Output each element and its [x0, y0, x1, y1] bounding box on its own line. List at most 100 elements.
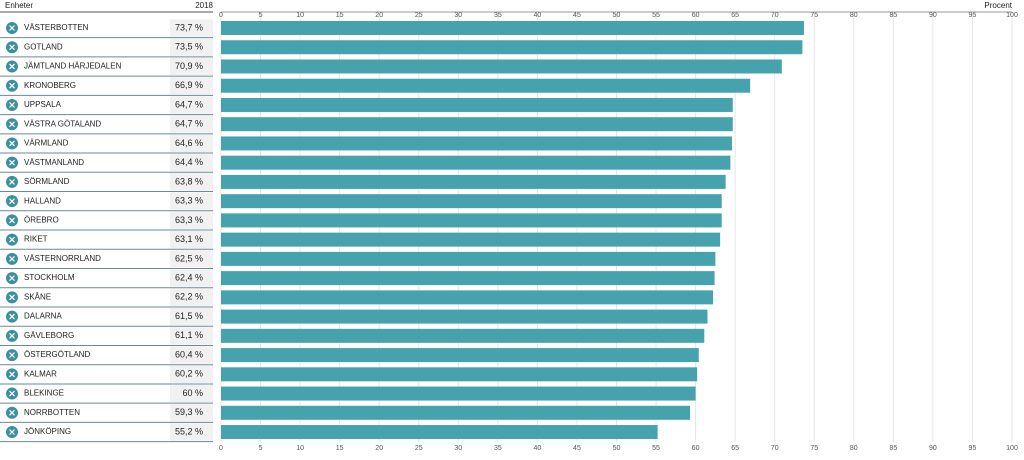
bar — [221, 194, 722, 209]
value-cell — [170, 77, 213, 95]
bar — [221, 78, 751, 93]
remove-icon — [9, 217, 15, 224]
value-cell — [170, 57, 213, 76]
remove-icon — [9, 255, 15, 262]
remove-icon — [9, 313, 15, 320]
value-label: 60,2 % — [175, 369, 203, 379]
x-tick-label: 10 — [296, 12, 304, 19]
value-label: 73,5 % — [175, 42, 203, 52]
category-label: VÄRMLAND — [24, 139, 69, 148]
category-header: Enheter — [5, 1, 33, 10]
category-label: ÖREBRO — [24, 216, 59, 225]
value-cell — [170, 327, 213, 345]
value-label: 63,3 % — [175, 196, 203, 206]
x-tick-label: 100 — [1006, 445, 1018, 452]
value-label: 64,6 % — [175, 138, 203, 148]
x-tick-label: 35 — [494, 12, 502, 19]
category-label: SÖRMLAND — [24, 177, 70, 186]
remove-icon — [9, 102, 15, 108]
value-label: 63,3 % — [175, 215, 203, 225]
value-cell — [170, 173, 213, 191]
bar — [221, 348, 699, 363]
category-label: VÄSTRA GÖTALAND — [24, 119, 101, 128]
remove-icon — [9, 63, 15, 70]
value-cell — [170, 96, 213, 114]
x-tick-label: 50 — [613, 445, 621, 452]
bar — [221, 40, 803, 55]
bar — [221, 309, 708, 324]
value-cell — [170, 404, 213, 422]
category-label: UPPSALA — [24, 100, 62, 109]
bar — [221, 136, 732, 151]
bar — [221, 59, 782, 74]
value-cell — [170, 211, 213, 230]
remove-icon — [9, 178, 15, 185]
category-label: GOTLAND — [24, 42, 63, 51]
x-tick-label: 35 — [494, 445, 502, 452]
x-tick-label: 65 — [731, 12, 739, 19]
value-label: 64,7 % — [175, 99, 203, 109]
category-label: NORRBOTTEN — [24, 408, 80, 417]
remove-icon — [9, 371, 15, 378]
remove-icon — [9, 352, 15, 359]
bar — [221, 425, 658, 440]
remove-icon — [9, 44, 15, 51]
x-tick-label: 15 — [336, 445, 344, 452]
x-axis-label: Procent — [984, 1, 1012, 10]
x-tick-label: 5 — [259, 12, 263, 19]
value-cell — [170, 231, 213, 249]
x-tick-label: 30 — [454, 445, 462, 452]
category-label: VÄSTERBOTTEN — [24, 23, 89, 32]
x-tick-label: 100 — [1006, 12, 1018, 19]
value-cell — [170, 19, 213, 37]
category-label: GÄVLEBORG — [24, 331, 74, 340]
x-tick-label: 95 — [969, 445, 977, 452]
remove-icon — [9, 390, 15, 397]
x-tick-label: 45 — [573, 445, 581, 452]
category-label: ÖSTERGÖTLAND — [24, 350, 90, 359]
x-tick-label: 10 — [296, 445, 304, 452]
value-cell — [170, 288, 213, 306]
x-tick-label: 25 — [415, 445, 423, 452]
remove-icon — [9, 140, 15, 147]
bar — [221, 21, 804, 35]
bar — [221, 290, 714, 305]
category-label: JÖNKÖPING — [24, 427, 71, 436]
value-label: 60 % — [182, 388, 203, 398]
bar — [221, 97, 733, 112]
value-label: 63,1 % — [175, 234, 203, 244]
x-tick-label: 75 — [810, 445, 818, 452]
category-label: DALARNA — [24, 312, 62, 321]
x-tick-label: 5 — [259, 445, 263, 452]
value-label: 66,9 % — [175, 80, 203, 90]
value-cell — [170, 134, 213, 153]
value-label: 63,8 % — [175, 176, 203, 186]
remove-icon — [9, 429, 15, 435]
remove-icon — [9, 121, 15, 128]
x-tick-label: 80 — [850, 445, 858, 452]
remove-icon — [9, 159, 15, 166]
remove-icon — [9, 332, 15, 339]
x-tick-label: 85 — [889, 12, 897, 19]
bar — [221, 405, 691, 420]
value-cell — [170, 365, 213, 383]
x-tick-label: 25 — [415, 12, 423, 19]
category-label: SKÅNE — [24, 292, 51, 301]
bar — [221, 232, 721, 247]
category-label: JÄMTLAND HÄRJEDALEN — [24, 62, 122, 71]
x-tick-label: 40 — [534, 445, 542, 452]
value-label: 64,4 % — [175, 157, 203, 167]
x-tick-label: 70 — [771, 445, 779, 452]
value-cell — [170, 307, 213, 326]
value-cell — [170, 346, 213, 364]
bar — [221, 155, 731, 170]
x-tick-label: 55 — [652, 445, 660, 452]
value-header: 2018 — [195, 1, 213, 10]
x-tick-label: 65 — [731, 445, 739, 452]
value-label: 64,7 % — [175, 119, 203, 129]
x-tick-label: 55 — [652, 12, 660, 19]
x-tick-label: 15 — [336, 12, 344, 19]
value-label: 60,4 % — [175, 349, 203, 359]
x-tick-label: 20 — [375, 12, 383, 19]
